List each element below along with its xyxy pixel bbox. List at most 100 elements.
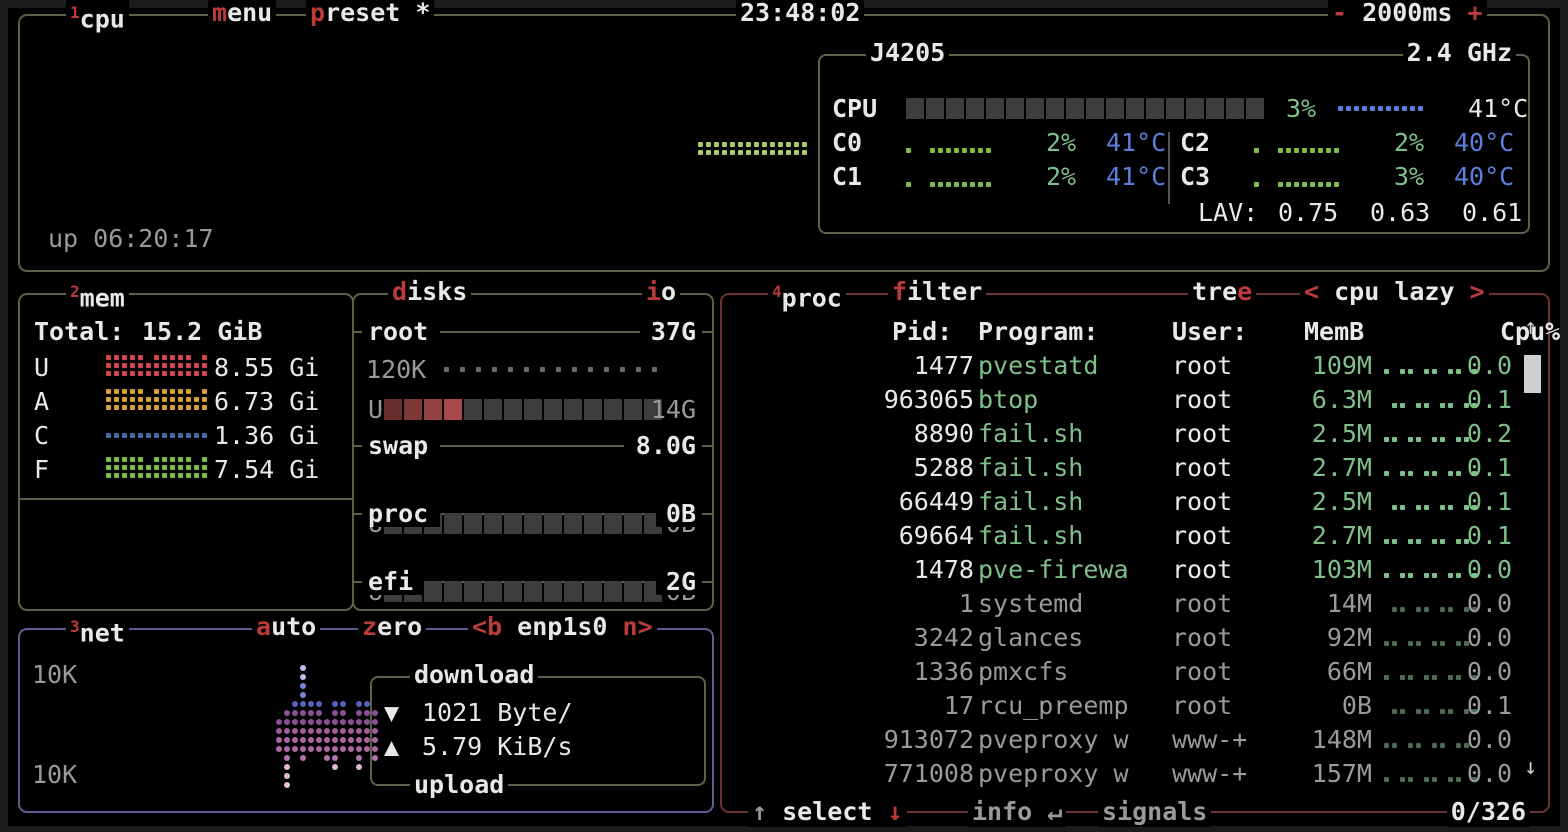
- table-row[interactable]: [728, 757, 1518, 791]
- disk-size-efi: 2G: [665, 567, 696, 596]
- net-prev-interface-button[interactable]: <b: [472, 612, 503, 641]
- proc-tree-toggle[interactable]: tree: [1188, 277, 1257, 307]
- disk-divider-swap: [354, 445, 712, 447]
- disk-size-mask: [656, 569, 702, 595]
- table-row[interactable]: [728, 519, 1518, 553]
- proc-row-mem: 2.7M: [1311, 453, 1372, 482]
- table-row[interactable]: [728, 587, 1518, 621]
- mem-divider: [20, 498, 352, 500]
- disk-size-root: 37G: [650, 317, 696, 346]
- cpu-preset-button[interactable]: preset *: [306, 0, 435, 28]
- disk-name-mask: [362, 569, 424, 595]
- net-zero-button[interactable]: zero: [358, 612, 427, 642]
- table-row[interactable]: [728, 553, 1518, 587]
- proc-info-hint[interactable]: info ↵: [968, 797, 1067, 827]
- cpu-detail-box: J4205 2.4 GHz CPU 3% 41°C C0 2% 41°C C1 2% 41…: [818, 38, 1530, 234]
- disk-name-root[interactable]: root: [368, 317, 429, 346]
- table-row[interactable]: [728, 485, 1518, 519]
- cpu-core-label-c0: C0: [832, 128, 863, 157]
- proc-row-cpu-graph: [1384, 437, 1490, 447]
- cpu-core-graph-c2: [1254, 148, 1374, 158]
- scroll-down-icon[interactable]: ↓: [1524, 755, 1538, 780]
- table-row[interactable]: [728, 451, 1518, 485]
- disk-used-label-root: U: [368, 395, 384, 424]
- column-header-cpu[interactable]: Cpu%: [1500, 317, 1561, 346]
- mem-row-value-f: 7.54 Gi: [214, 455, 320, 484]
- cpu-menu-button[interactable]: menu: [208, 0, 277, 28]
- cpu-core-temp-c1: 41°C: [1106, 162, 1167, 191]
- select-up-icon[interactable]: ↑: [752, 797, 768, 826]
- disks-panel-title[interactable]: disks: [388, 277, 472, 307]
- table-row[interactable]: [728, 655, 1518, 689]
- sort-direction-icon[interactable]: ↑: [1524, 315, 1538, 340]
- table-row[interactable]: [728, 621, 1518, 655]
- cpu-core-temp-c2: 40°C: [1454, 128, 1515, 157]
- net-upload-value: 5.79 KiB/s: [422, 732, 573, 761]
- select-down-icon[interactable]: ↓: [887, 797, 903, 826]
- column-header-program[interactable]: Program:: [978, 317, 1099, 346]
- disk-name-efi[interactable]: efi: [368, 567, 414, 596]
- proc-scrollbar-thumb[interactable]: [1524, 355, 1541, 393]
- cpu-core-temp-c3: 40°C: [1454, 162, 1515, 191]
- proc-signals-hint[interactable]: signals: [1098, 797, 1212, 827]
- interval-decrease-button[interactable]: -: [1332, 0, 1348, 27]
- table-row[interactable]: [728, 689, 1518, 723]
- net-scale-top: 10K: [32, 660, 78, 689]
- cpu-panel-title[interactable]: 1cpu: [66, 0, 129, 33]
- proc-row-cpu: 0.0: [1466, 623, 1512, 652]
- proc-row-user: root: [1172, 521, 1233, 550]
- column-header-memb[interactable]: MemB: [1304, 317, 1365, 346]
- proc-row-pid: 771008: [883, 759, 974, 788]
- proc-filter-button[interactable]: filter: [888, 277, 987, 307]
- net-hotkey-index: 3: [70, 617, 80, 636]
- net-next-interface-button[interactable]: n>: [622, 612, 653, 641]
- interval-value: 2000ms: [1362, 0, 1453, 27]
- mem-panel: 2mem Total: 15.2 GiB U 8.55 Gi A 6.73 Gi C 1.…: [18, 277, 354, 611]
- disks-io-toggle[interactable]: io: [641, 277, 680, 307]
- select-label: select: [782, 797, 873, 826]
- proc-sort-selector[interactable]: < cpu lazy >: [1300, 277, 1489, 307]
- net-auto-button[interactable]: auto: [252, 612, 321, 642]
- proc-row-program: pveproxy w: [978, 725, 1129, 754]
- disk-size-mask: [624, 433, 702, 459]
- mem-panel-title[interactable]: 2mem: [66, 277, 129, 312]
- proc-select-hint[interactable]: ↑ select ↓: [748, 797, 907, 827]
- interval-increase-button[interactable]: +: [1467, 0, 1483, 27]
- disk-io-root: 120K: [366, 355, 427, 384]
- proc-row-mem: 92M: [1326, 623, 1372, 652]
- proc-row-mem: 157M: [1311, 759, 1372, 788]
- proc-row-cpu: 0.0: [1466, 759, 1512, 788]
- cpu-core-percent-c3: 3%: [1394, 162, 1425, 191]
- cpu-title-label: cpu: [79, 4, 125, 34]
- table-row[interactable]: [728, 349, 1518, 383]
- proc-row-program: pve-firewa: [978, 555, 1129, 584]
- sort-prev-button[interactable]: <: [1304, 277, 1320, 306]
- disks-panel: disks io root37G120KU14Gswap8.0GU0Bproc0…: [352, 277, 714, 611]
- cpu-core-label-c2: C2: [1180, 128, 1211, 157]
- disk-name-swap[interactable]: swap: [368, 431, 429, 460]
- proc-row-cpu-graph: [1384, 573, 1490, 583]
- proc-row-mem: 2.5M: [1311, 487, 1372, 516]
- table-row[interactable]: [728, 723, 1518, 757]
- net-upload-label: upload: [410, 770, 509, 800]
- proc-row-user: root: [1172, 487, 1233, 516]
- proc-row-cpu-graph: [1384, 777, 1490, 787]
- disk-name-proc[interactable]: proc: [368, 499, 429, 528]
- cpu-core-temp-c0: 41°C: [1106, 128, 1167, 157]
- preset-value: *: [415, 0, 431, 27]
- net-download-label: download: [410, 660, 539, 690]
- sort-next-button[interactable]: >: [1469, 277, 1485, 306]
- disk-size-proc: 0B: [665, 499, 696, 528]
- column-header-pid[interactable]: Pid:: [892, 317, 953, 346]
- net-panel-title[interactable]: 3net: [66, 612, 129, 647]
- net-interface-selector[interactable]: <b enp1s0 n>: [468, 612, 657, 642]
- column-header-user[interactable]: User:: [1172, 317, 1248, 346]
- update-interval-control[interactable]: - 2000ms +: [1328, 0, 1487, 28]
- proc-panel-title[interactable]: 4proc: [768, 277, 846, 312]
- table-row[interactable]: [728, 417, 1518, 451]
- proc-row-cpu: 0.1: [1466, 691, 1512, 720]
- table-row[interactable]: [728, 383, 1518, 417]
- cpu-core-percent-c2: 2%: [1394, 128, 1425, 157]
- proc-row-cpu-graph: [1384, 505, 1490, 515]
- cpu-core-graph-c3: [1254, 182, 1374, 192]
